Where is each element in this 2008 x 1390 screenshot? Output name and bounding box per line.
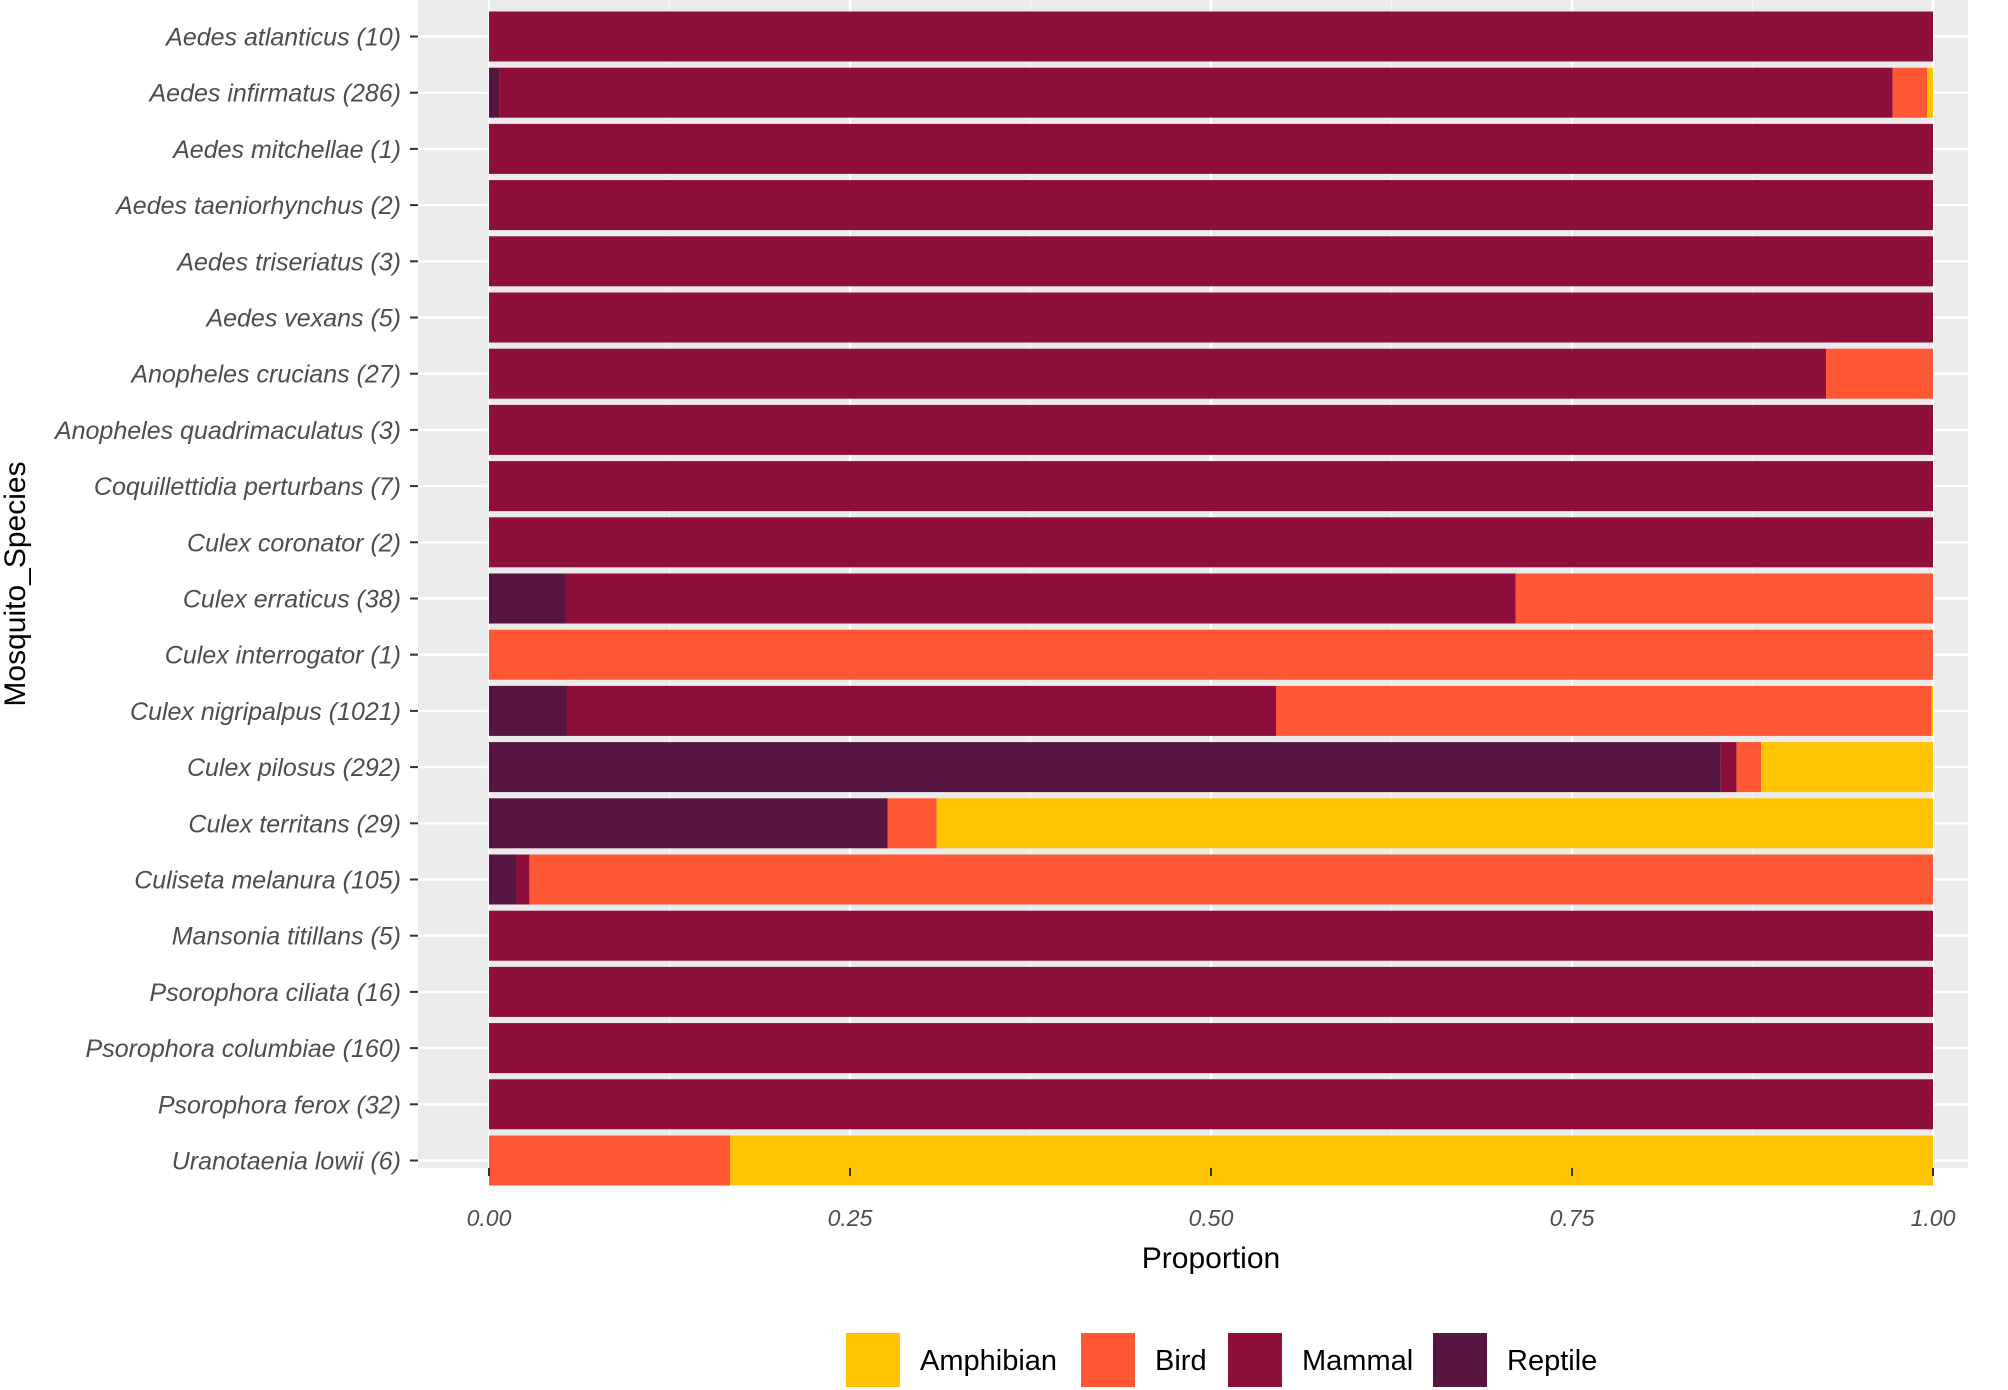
bar-bird: [489, 629, 1933, 680]
bar-bird: [887, 798, 937, 849]
legend-swatch-bird: [1081, 1333, 1135, 1387]
y-tick-label: Culex interrogator (1): [165, 642, 401, 670]
bar-amphibian: [1761, 742, 1933, 793]
bar-amphibian: [1931, 685, 1933, 736]
bar-mammal: [489, 123, 1933, 174]
y-tick-label: Aedes vexans (5): [204, 305, 401, 333]
bar-mammal: [489, 1023, 1933, 1074]
legend: Amphibian Bird Mammal Reptile: [846, 1333, 1597, 1387]
y-tick-label: Uranotaenia lowii (6): [172, 1148, 401, 1176]
bar-mammal: [489, 517, 1933, 568]
bar-mammal: [489, 292, 1933, 343]
y-tick-label: Culex territans (29): [188, 810, 401, 838]
bar-reptile: [489, 742, 1721, 793]
x-tick-label: 0.50: [1189, 1205, 1234, 1231]
y-tick-label: Aedes triseriatus (3): [175, 248, 401, 276]
y-tick-label: Culex coronator (2): [187, 529, 401, 557]
y-tick-label: Anopheles quadrimaculatus (3): [53, 417, 401, 445]
y-tick-label: Aedes mitchellae (1): [171, 136, 401, 164]
y-tick-label: Psorophora columbiae (160): [86, 1035, 401, 1063]
bar-bird: [489, 1135, 731, 1186]
x-tick-label: 0.75: [1550, 1205, 1595, 1231]
bar-mammal: [565, 573, 1516, 624]
legend-swatch-amphibian: [846, 1333, 900, 1387]
y-tick-label: Culex erraticus (38): [183, 586, 401, 614]
bar-mammal: [489, 1079, 1933, 1130]
bar-bird: [1275, 685, 1932, 736]
bar-mammal: [489, 910, 1933, 961]
legend-swatch-reptile: [1433, 1333, 1487, 1387]
bar-reptile: [489, 67, 500, 118]
bar-reptile: [489, 573, 566, 624]
legend-label-amphibian: Amphibian: [920, 1345, 1057, 1377]
legend-label-mammal: Mammal: [1302, 1345, 1413, 1377]
bar-mammal: [489, 180, 1933, 231]
y-tick-label: Anopheles crucians (27): [129, 361, 401, 389]
y-tick-label: Culiseta melanura (105): [134, 867, 401, 895]
y-tick-label: Mansonia titillans (5): [172, 923, 401, 951]
bar-reptile: [489, 685, 567, 736]
bar-reptile: [489, 798, 888, 849]
bar-mammal: [489, 404, 1933, 455]
bar-bird: [529, 854, 1933, 905]
legend-label-reptile: Reptile: [1507, 1345, 1597, 1377]
bar-amphibian: [730, 1135, 1934, 1186]
x-tick-label: 0.25: [828, 1205, 873, 1231]
bar-mammal: [566, 685, 1276, 736]
y-tick-label: Aedes atlanticus (10): [164, 24, 401, 52]
y-tick-label: Aedes taeniorhynchus (2): [114, 192, 401, 220]
bar-bird: [1515, 573, 1933, 624]
bar-mammal: [489, 966, 1933, 1017]
bar-mammal: [489, 11, 1933, 62]
y-tick-label: Culex pilosus (292): [187, 754, 401, 782]
legend-label-bird: Bird: [1155, 1345, 1207, 1377]
bars: [489, 11, 1934, 1186]
bar-mammal: [499, 67, 1893, 118]
bar-reptile: [489, 854, 517, 905]
x-tick-label: 0.00: [467, 1205, 512, 1231]
bar-bird: [1736, 742, 1762, 793]
bar-amphibian: [1927, 67, 1933, 118]
bar-bird: [1826, 348, 1933, 399]
x-axis-title: Proportion: [1142, 1242, 1280, 1275]
y-tick-label: Culex nigripalpus (1021): [130, 698, 401, 726]
bar-mammal: [489, 236, 1933, 287]
y-tick-label: Psorophora ferox (32): [158, 1091, 401, 1119]
bar-mammal: [489, 348, 1827, 399]
x-tick-label: 1.00: [1911, 1205, 1956, 1231]
y-tick-label: Coquillettidia perturbans (7): [94, 473, 401, 501]
bar-amphibian: [936, 798, 1933, 849]
y-axis: Aedes atlanticus (10) Aedes infirmatus (2…: [53, 24, 418, 1176]
bar-mammal: [516, 854, 530, 905]
legend-swatch-mammal: [1228, 1333, 1282, 1387]
bar-mammal: [1720, 742, 1737, 793]
y-tick-label: Psorophora ciliata (16): [149, 979, 401, 1007]
bar-mammal: [489, 461, 1933, 512]
bar-bird: [1892, 67, 1928, 118]
y-tick-label: Aedes infirmatus (286): [147, 80, 401, 108]
x-axis: 0.00 0.25 0.50 0.75 1.00: [467, 1168, 1956, 1231]
y-axis-title: Mosquito_Species: [0, 461, 32, 706]
